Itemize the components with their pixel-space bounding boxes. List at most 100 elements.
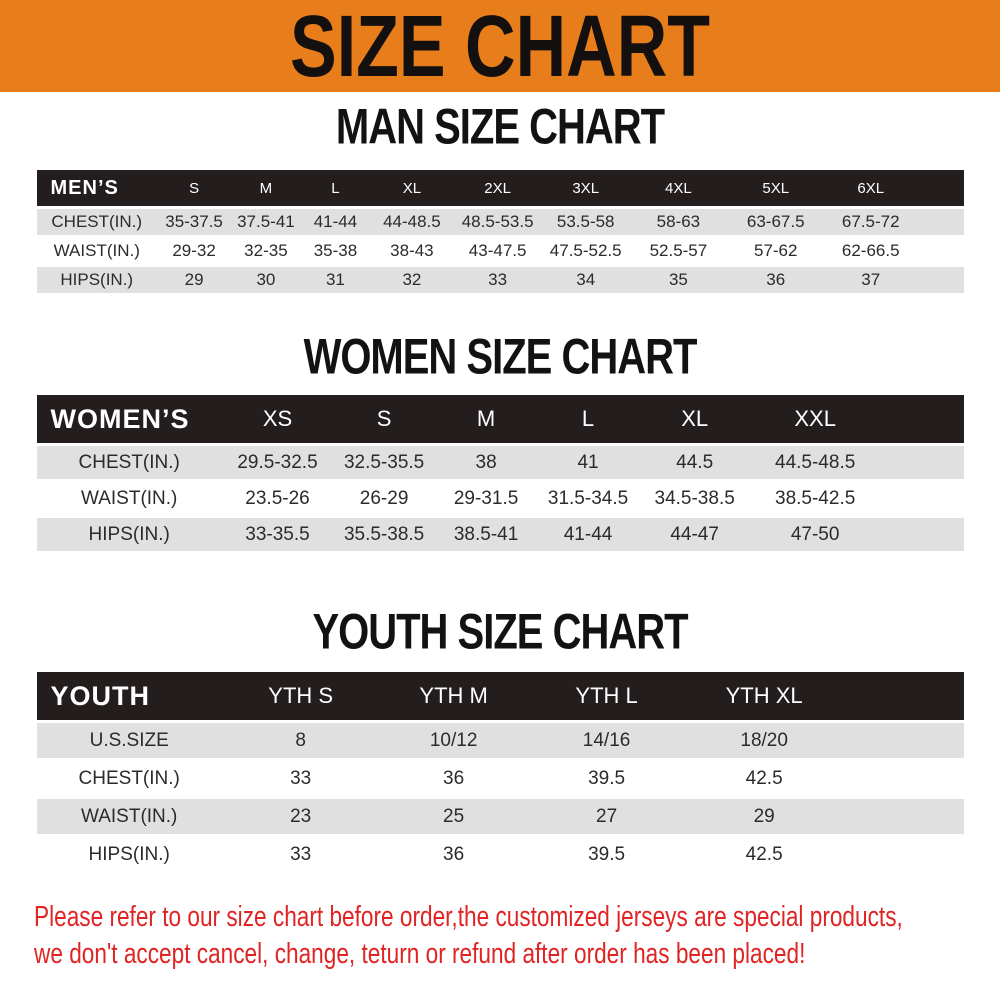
size-value: 41-44: [537, 518, 640, 551]
table-row: WAIST(IN.) 29-32 32-35 35-38 38-43 43-47.5 47.…: [37, 238, 964, 264]
column-header: XL: [639, 395, 751, 443]
size-value: 29: [685, 799, 843, 834]
size-value: 23.5-26: [245, 487, 310, 509]
men-section-heading: MAN SIZE CHART: [335, 99, 665, 155]
page-title: SIZE CHART: [290, 0, 710, 95]
size-value: 44.5-48.5: [750, 446, 881, 479]
size-value: 8: [221, 723, 380, 758]
size-value: 38: [435, 446, 538, 479]
table-row: CHEST(IN.) 29.5-32.5 32.5-35.5 38 41 44.5 44.5…: [36, 446, 964, 479]
table-row: HIPS(IN.) 29 30 31 32 33 34 35 36 37: [36, 267, 964, 293]
row-filler: [917, 267, 964, 293]
row-label: CHEST(IN.): [78, 767, 180, 789]
column-header: 5XL: [727, 170, 825, 206]
column-header: YTH S: [221, 672, 380, 720]
size-value: 37: [824, 267, 918, 293]
column-header: XXL: [750, 395, 881, 443]
size-value: 44-48.5: [370, 209, 454, 235]
row-filler: [917, 209, 964, 235]
column-header: M: [231, 170, 301, 206]
size-value: 25: [379, 799, 528, 834]
size-value: 39.5: [588, 767, 626, 789]
size-value: 41: [537, 446, 640, 479]
size-value: 33: [290, 767, 312, 789]
size-value: 14/16: [527, 723, 686, 758]
table-title-cell: YOUTH: [36, 672, 222, 720]
column-header: 3XL: [541, 170, 630, 206]
size-value: 44.5: [639, 446, 751, 479]
row-filler: [917, 238, 963, 264]
column-header: YTH XL: [685, 672, 843, 720]
row-label: CHEST(IN.): [36, 209, 157, 235]
table-row: WAIST(IN.) 23 25 27 29: [36, 799, 964, 834]
size-value: 34: [541, 267, 630, 293]
section-youth: YOUTH SIZE CHART YOUTH YTH S YTH M YTH L YTH…: [0, 604, 1000, 875]
size-value: 63-67.5: [727, 209, 825, 235]
row-label: WAIST(IN.): [53, 241, 140, 260]
column-header: YTH L: [527, 672, 686, 720]
table-title-cell: MEN’S: [36, 170, 157, 206]
header-row: YOUTH YTH S YTH M YTH L YTH XL: [36, 672, 964, 720]
header-filler: [917, 170, 964, 206]
table-row: U.S.SIZE 8 10/12 14/16 18/20: [36, 723, 964, 758]
size-value: 38.5-42.5: [775, 487, 856, 509]
size-value: 31: [300, 267, 371, 293]
row-label: CHEST(IN.): [36, 446, 222, 479]
column-header: S: [157, 170, 232, 206]
header-row: WOMEN’S XS S M L XL XXL: [36, 395, 964, 443]
column-header: L: [300, 170, 371, 206]
banner: SIZE CHART: [0, 0, 1000, 92]
row-label: U.S.SIZE: [36, 723, 222, 758]
row-label: WAIST(IN.): [80, 487, 178, 509]
youth-section-heading: YOUTH SIZE CHART: [312, 604, 688, 660]
size-value: 52.5-57: [649, 241, 708, 260]
size-value: 39.5: [588, 843, 626, 865]
column-header: M: [435, 395, 538, 443]
youth-size-table: YOUTH YTH S YTH M YTH L YTH XL U.S.SIZE 8 10/12…: [36, 669, 964, 875]
column-header: 6XL: [824, 170, 918, 206]
header-row: MEN’S S M L XL 2XL 3XL 4XL 5XL 6XL: [36, 170, 964, 206]
header-filler: [880, 395, 964, 443]
size-value: 36: [443, 767, 465, 789]
size-value: 34.5-38.5: [654, 487, 735, 509]
size-value: 48.5-53.5: [453, 209, 542, 235]
row-filler: [842, 723, 964, 758]
size-value: 53.5-58: [541, 209, 630, 235]
size-value: 47.5-52.5: [549, 241, 622, 260]
row-filler: [842, 799, 964, 834]
size-value: 29.5-32.5: [221, 446, 334, 479]
size-value: 32.5-35.5: [333, 446, 436, 479]
size-value: 41-44: [300, 209, 371, 235]
section-women: WOMEN SIZE CHART WOMEN’S XS S M L XL XXL CHEST(…: [0, 330, 1000, 554]
size-value: 35-37.5: [157, 209, 232, 235]
row-filler: [843, 761, 964, 796]
size-value: 32-35: [244, 241, 288, 260]
size-value: 37.5-41: [231, 209, 301, 235]
disclaimer-line-1: Please refer to our size chart before or…: [34, 901, 903, 933]
size-value: 36: [727, 267, 825, 293]
size-value: 36: [443, 843, 465, 865]
size-value: 67.5-72: [824, 209, 918, 235]
size-value: 38.5-41: [435, 518, 538, 551]
size-value: 42.5: [745, 767, 783, 789]
disclaimer-note: Please refer to our size chart before or…: [0, 899, 1000, 973]
row-filler: [880, 482, 963, 515]
table-title-cell: WOMEN’S: [36, 395, 222, 443]
column-header: S: [333, 395, 436, 443]
row-filler: [843, 837, 964, 872]
size-value: 18/20: [685, 723, 843, 758]
row-filler: [880, 518, 964, 551]
column-header: XS: [221, 395, 334, 443]
size-value: 33: [453, 267, 542, 293]
size-value: 35.5-38.5: [333, 518, 436, 551]
size-value: 44-47: [639, 518, 751, 551]
size-value: 27: [527, 799, 686, 834]
column-header: 4XL: [629, 170, 728, 206]
men-size-table: MEN’S S M L XL 2XL 3XL 4XL 5XL 6XL CHEST(IN.) 35-37…: [36, 167, 964, 296]
table-row: CHEST(IN.) 35-37.5 37.5-41 41-44 44-48.5 48.5…: [36, 209, 964, 235]
column-header: 2XL: [453, 170, 542, 206]
row-label: WAIST(IN.): [36, 799, 222, 834]
column-header: L: [537, 395, 640, 443]
disclaimer-line-2: we don't accept cancel, change, teturn o…: [34, 938, 806, 970]
size-value: 33-35.5: [221, 518, 334, 551]
